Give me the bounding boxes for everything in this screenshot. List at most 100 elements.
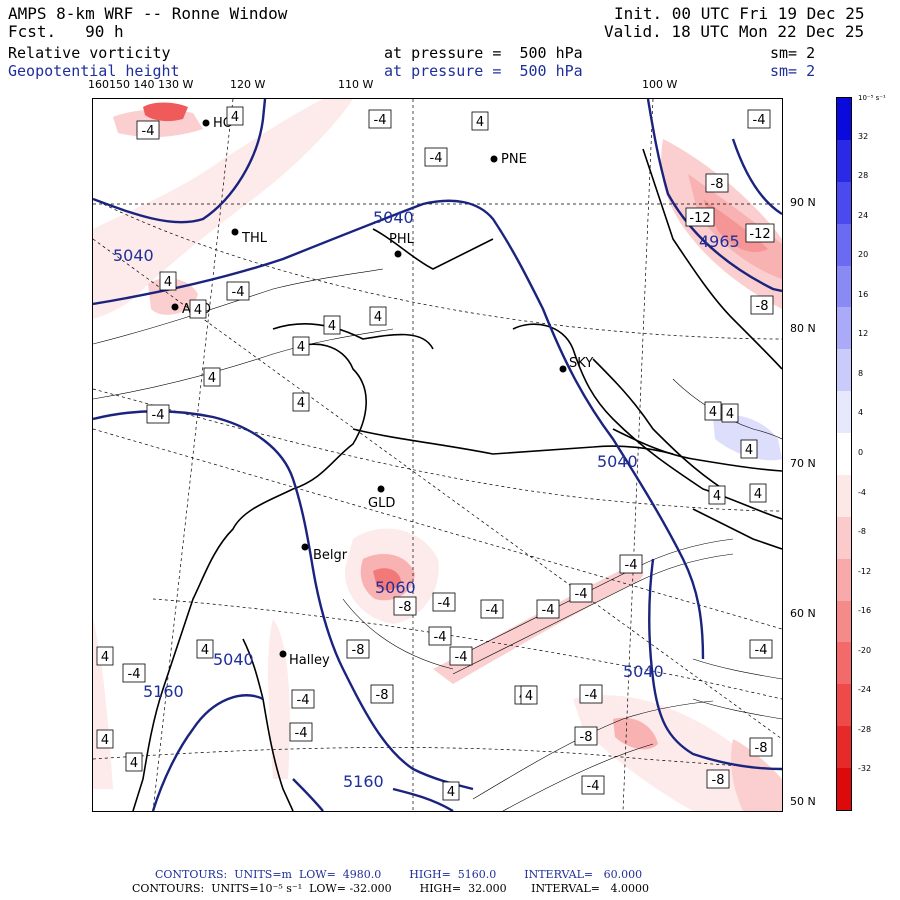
vorticity-label: -4 [136, 120, 160, 140]
lon-label: 110 W [338, 78, 374, 91]
station-markers [171, 119, 567, 658]
colorbar-segment [837, 600, 851, 643]
vorticity-label: -8 [749, 737, 773, 757]
vorticity-label: -8 [346, 639, 370, 659]
colorbar-unit: 10⁻⁵ s⁻¹ [858, 94, 886, 102]
vorticity-label: -4 [146, 404, 170, 424]
vorticity-label: 4 [749, 483, 767, 503]
vorticity-shading [93, 99, 782, 811]
vorticity-label: -4 [432, 592, 456, 612]
vorticity-label: -4 [581, 775, 605, 795]
height-label: 5040 [597, 452, 638, 471]
lat-label: 50 N [790, 795, 816, 808]
vorticity-label: -4 [480, 599, 504, 619]
map-panel: HO THL AGO PNE PHL SKY GLD Belgr Halley … [92, 98, 783, 812]
colorbar-tick-label: 4 [858, 408, 864, 418]
colorbar-segment [837, 642, 851, 685]
lat-label: 60 N [790, 607, 816, 620]
vorticity-label: -4 [449, 646, 473, 666]
vorticity-label: -4 [226, 281, 250, 301]
height-label: 5160 [143, 682, 184, 701]
vorticity-label: 4 [442, 781, 460, 801]
svg-text:-4: -4 [142, 124, 155, 139]
vorticity-label: 4 [708, 485, 726, 505]
colorbar-segment [837, 349, 851, 392]
vorticity-label: 4 [196, 639, 214, 659]
colorbar-tick-label: -32 [858, 764, 872, 774]
colorbar-segment [837, 223, 851, 267]
valid-time: Valid. 18 UTC Mon 22 Dec 25 [604, 22, 865, 41]
svg-text:-8: -8 [352, 643, 365, 658]
vorticity-label: 4 [96, 646, 114, 666]
height-labels: 5040 5040 4965 5040 5040 5040 5060 5160 … [113, 208, 740, 791]
vorticity-contours [93, 268, 782, 811]
vorticity-label: -4 [291, 689, 315, 709]
station-label: GLD [368, 496, 395, 511]
colorbar-segment [837, 433, 851, 476]
station-label: Belgr [313, 548, 348, 563]
colorbar [836, 97, 852, 811]
svg-text:4: 4 [447, 785, 455, 800]
station-label: PNE [501, 152, 527, 167]
field2-smoothing: sm= 2 [770, 62, 816, 80]
station-label: SKY [569, 356, 593, 371]
colorbar-tick-label: -24 [858, 685, 872, 695]
colorbar-tick-label: -20 [858, 645, 872, 655]
vorticity-label: 4 [292, 392, 310, 412]
svg-text:4: 4 [297, 396, 305, 411]
colorbar-segment [837, 139, 851, 183]
colorbar-segment [837, 726, 851, 769]
vorticity-label: -4 [122, 663, 146, 683]
svg-text:-4: -4 [585, 688, 598, 703]
colorbar-tick-label: 28 [858, 171, 869, 181]
coastlines [132, 148, 782, 811]
map-canvas: HO THL AGO PNE PHL SKY GLD Belgr Halley … [93, 99, 782, 811]
field1-pressure: at pressure = 500 hPa [384, 44, 583, 62]
svg-text:-8: -8 [376, 688, 389, 703]
colorbar-segment [837, 768, 851, 811]
colorbar-segment [837, 265, 851, 308]
vorticity-label: 4 [292, 336, 310, 356]
colorbar-tick-label: -4 [858, 487, 866, 497]
svg-text:-4: -4 [430, 151, 443, 166]
colorbar-tick-label: 8 [858, 368, 864, 378]
vorticity-label: -4 [747, 109, 771, 129]
vorticity-label: 4 [740, 439, 758, 459]
vorticity-label: -4 [569, 583, 593, 603]
colorbar-tick-label: 24 [858, 210, 869, 220]
vorticity-label: -12 [685, 207, 715, 227]
svg-text:4: 4 [101, 733, 109, 748]
field2-name: Geopotential height [8, 62, 180, 80]
svg-text:4: 4 [709, 405, 717, 420]
colorbar-segment [837, 391, 851, 434]
lon-label: 120 W [230, 78, 266, 91]
field1-name: Relative vorticity [8, 44, 171, 62]
svg-text:4: 4 [208, 371, 216, 386]
height-contours [93, 99, 782, 811]
svg-text:4: 4 [726, 407, 734, 422]
station-label: Halley [289, 653, 330, 668]
colorbar-tick-label: -28 [858, 724, 872, 734]
colorbar-segment [837, 516, 851, 560]
vorticity-label: -4 [428, 626, 452, 646]
svg-text:-4: -4 [486, 603, 499, 618]
svg-text:-4: -4 [152, 408, 165, 423]
vorticity-label: -4 [579, 684, 603, 704]
svg-text:-4: -4 [755, 643, 768, 658]
station-label: PHL [389, 232, 415, 247]
lat-label: 80 N [790, 322, 816, 335]
lat-label: 70 N [790, 457, 816, 470]
vorticity-label: -8 [750, 295, 774, 315]
svg-text:-8: -8 [580, 730, 593, 745]
vorticity-label: 4 [203, 367, 221, 387]
svg-text:4: 4 [297, 340, 305, 355]
height-contour-info: CONTOURS: UNITS=m LOW= 4980.0 HIGH= 5160… [155, 868, 643, 881]
svg-text:4: 4 [476, 115, 484, 130]
height-label: 5040 [113, 246, 154, 265]
vorticity-label: 4 [125, 752, 143, 772]
svg-text:4: 4 [754, 487, 762, 502]
svg-text:-4: -4 [434, 630, 447, 645]
svg-text:4: 4 [713, 489, 721, 504]
svg-text:4: 4 [231, 110, 239, 125]
svg-text:-4: -4 [575, 587, 588, 602]
